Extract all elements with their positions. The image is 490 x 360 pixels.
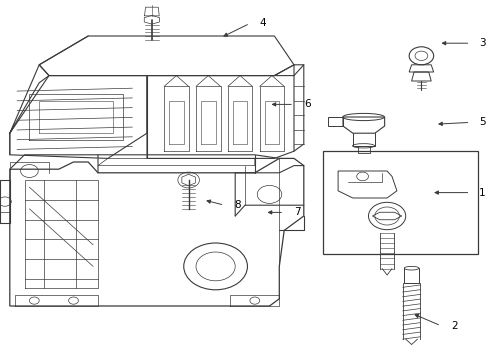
Text: 5: 5 bbox=[479, 117, 486, 127]
Text: 2: 2 bbox=[451, 321, 458, 331]
Text: 8: 8 bbox=[234, 200, 241, 210]
Text: 7: 7 bbox=[294, 207, 301, 217]
Text: 1: 1 bbox=[479, 188, 486, 198]
Text: 6: 6 bbox=[304, 99, 311, 109]
Bar bbox=[323, 151, 478, 254]
Text: 4: 4 bbox=[260, 18, 267, 28]
Text: 3: 3 bbox=[479, 38, 486, 48]
